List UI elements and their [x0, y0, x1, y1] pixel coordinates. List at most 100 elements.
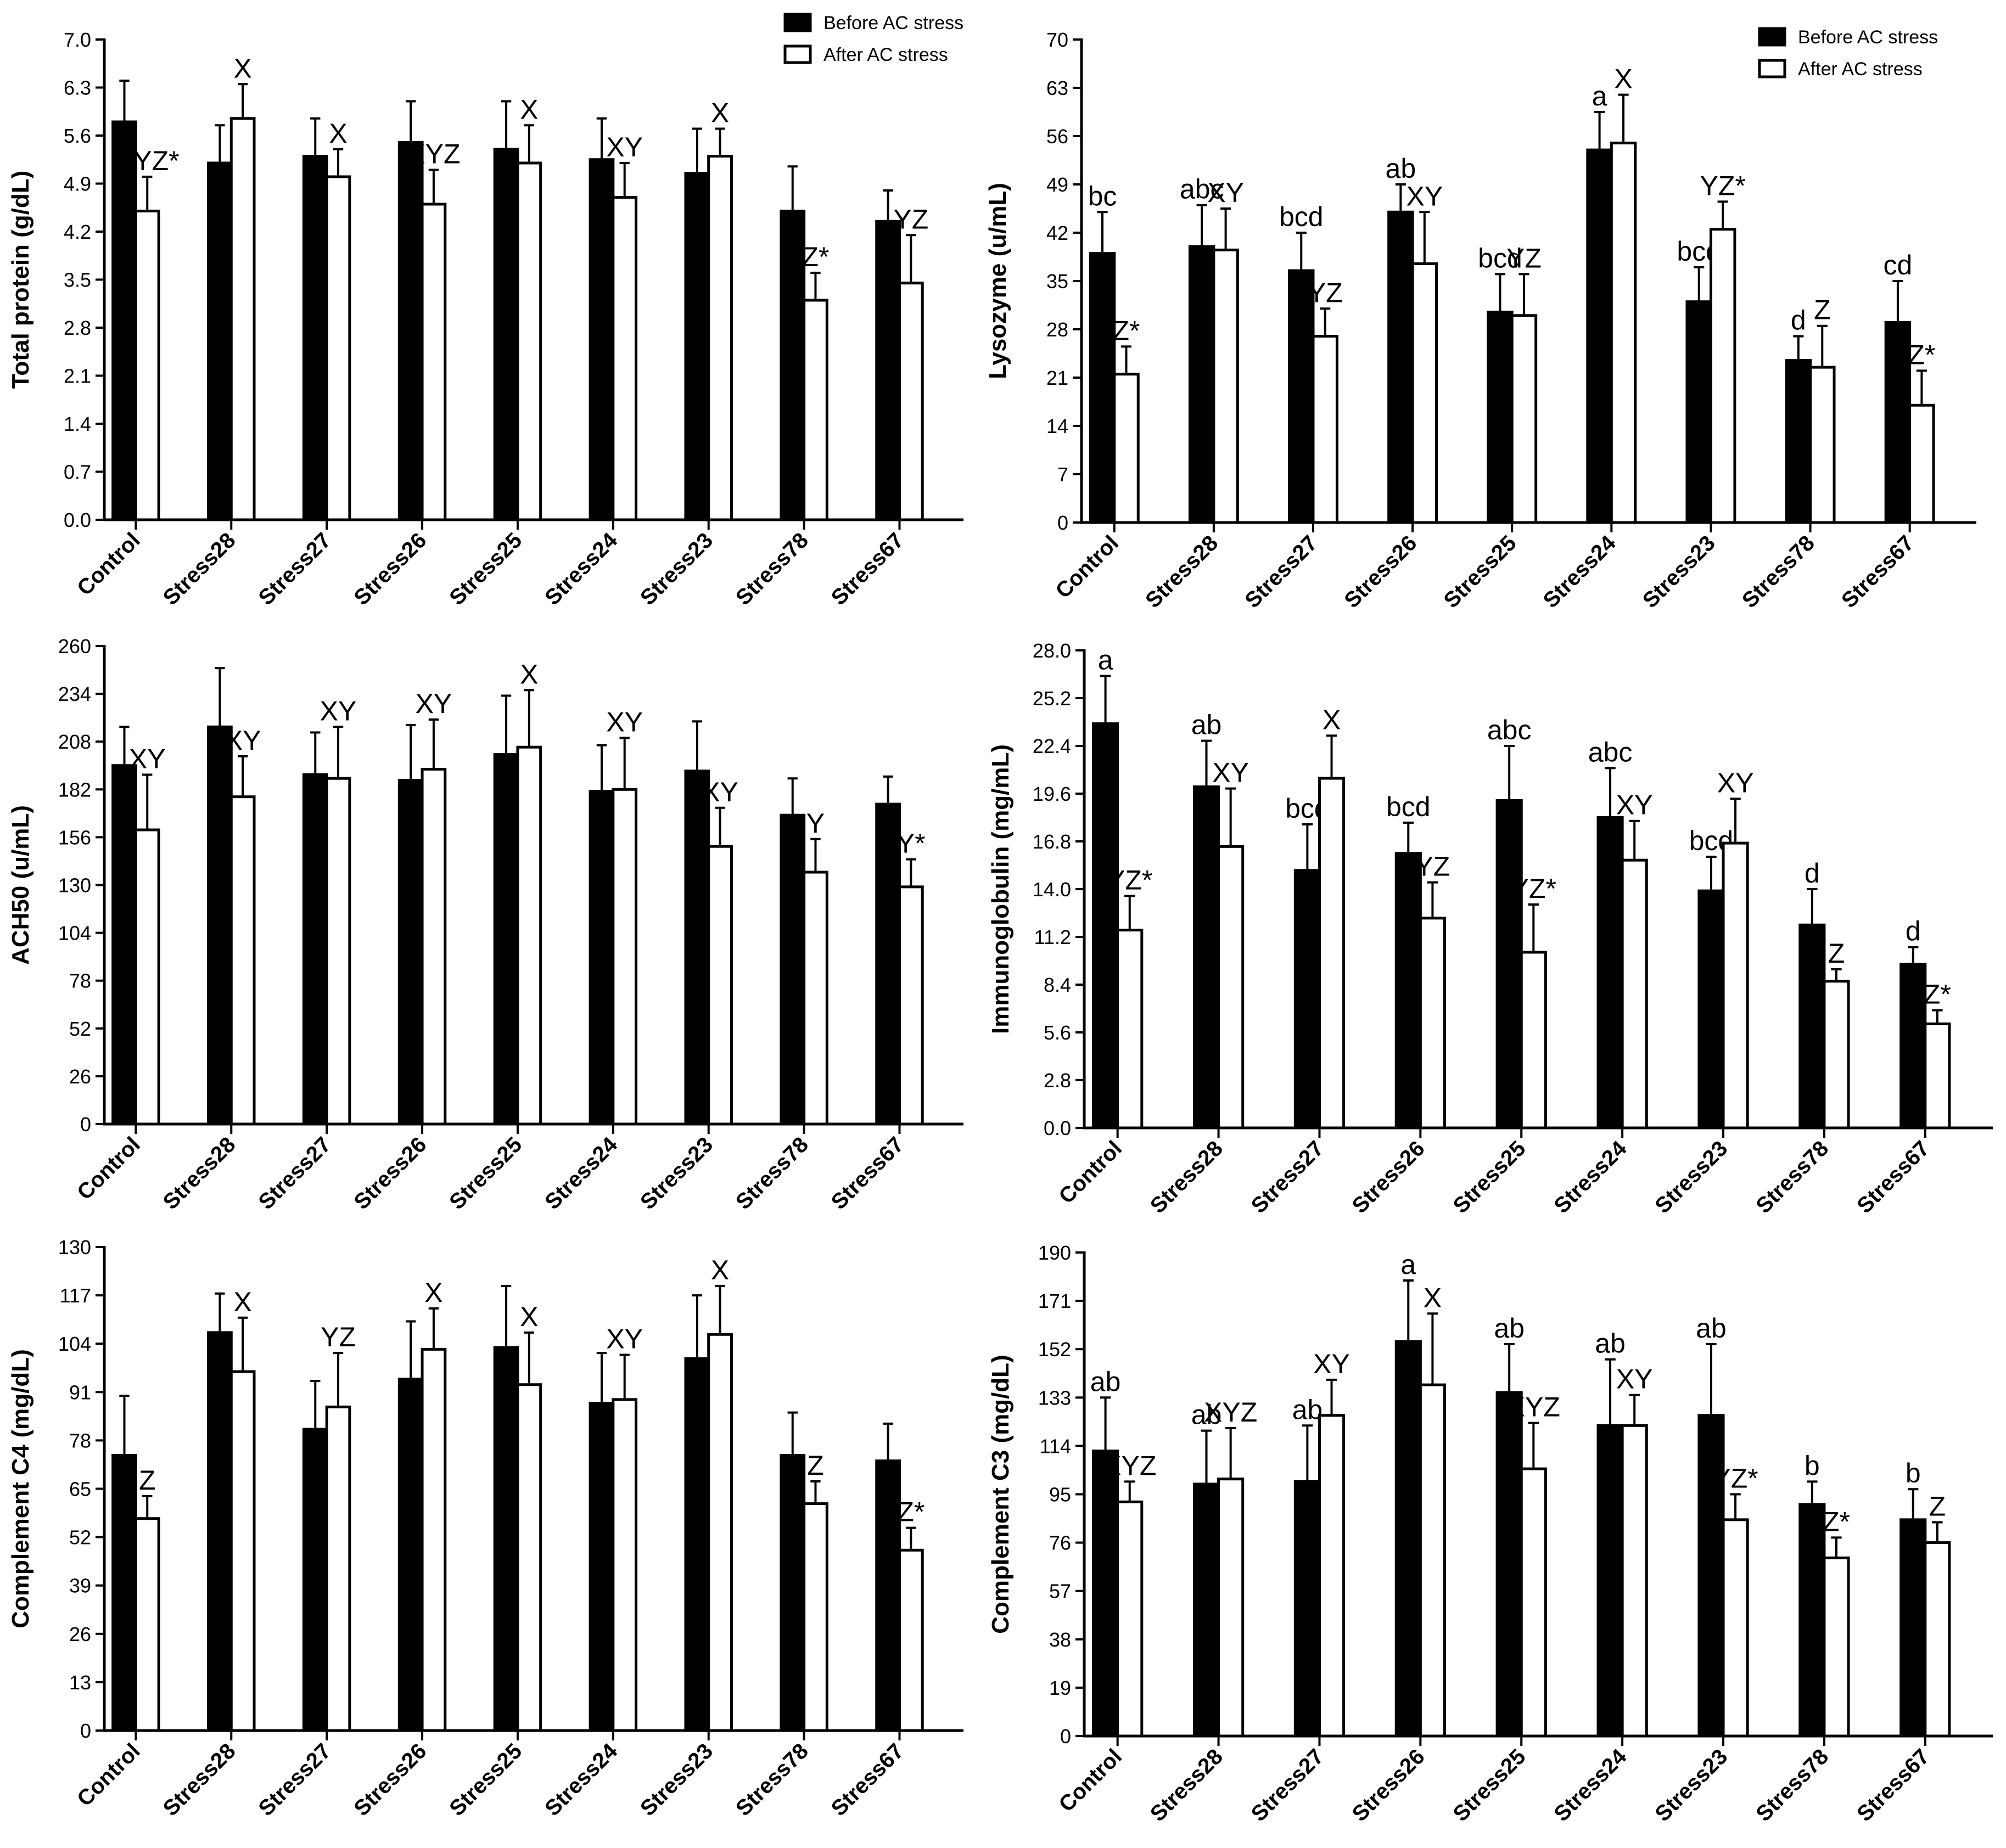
significance-label: XY — [225, 725, 261, 756]
bar-before-stress25 — [1495, 799, 1523, 1130]
bar-before-stress28 — [207, 725, 233, 1126]
significance-label: X — [520, 659, 538, 689]
y-tick-label: 182 — [58, 778, 91, 801]
x-tick-label: Stress67 — [1852, 1136, 1934, 1218]
x-tick-label: Stress23 — [1650, 1136, 1732, 1218]
bar-before-control — [111, 764, 137, 1126]
y-tick-label: 234 — [58, 683, 91, 705]
bar-before-stress23 — [684, 1357, 710, 1732]
bar-after-stress27 — [325, 777, 351, 1126]
bar-after-stress28 — [229, 117, 256, 521]
y-tick-label: 130 — [58, 1236, 91, 1259]
y-tick-label: 3.5 — [64, 269, 91, 291]
y-axis-title: Complement C4 (mg/dL) — [7, 1349, 34, 1628]
significance-label: XY — [416, 688, 452, 719]
x-tick-label: Stress27 — [254, 1132, 335, 1214]
chart-ach50: 0 26 52 78 104 130 156 182 208 234 260 ACH50 (u/mL)… — [7, 635, 963, 1214]
x-tick-label: Stress25 — [1449, 1136, 1531, 1218]
bar-before-stress26 — [397, 141, 424, 521]
legend-label-before: Before AC stress — [823, 13, 963, 33]
significance-label: Z* — [897, 1497, 924, 1527]
bar-before-stress24 — [589, 1402, 615, 1732]
legend-label-after: After AC stress — [823, 44, 948, 65]
x-tick-label: Stress23 — [636, 1132, 718, 1214]
bar-before-stress67 — [875, 1459, 901, 1732]
bar-after-stress28 — [1217, 845, 1245, 1130]
bar-before-stress28 — [1192, 1482, 1220, 1738]
bar-after-stress24 — [612, 788, 638, 1126]
bar-after-stress67 — [1908, 403, 1935, 524]
x-tick-label: Stress26 — [349, 528, 431, 610]
bar-after-stress25 — [516, 1383, 542, 1732]
significance-label: X — [1614, 64, 1632, 94]
bar-before-stress24 — [589, 790, 615, 1126]
bar-after-stress24 — [612, 1398, 638, 1732]
y-tick-label: 2.1 — [64, 365, 91, 387]
bar-before-stress27 — [302, 1428, 328, 1732]
x-tick-label: Stress23 — [1650, 1744, 1732, 1826]
y-tick-label: 25.2 — [1033, 687, 1071, 710]
y-tick-label: 52 — [69, 1018, 91, 1040]
bar-after-stress28 — [229, 795, 256, 1126]
significance-label: YZ — [1506, 243, 1542, 273]
bar-after-stress78 — [803, 1502, 828, 1732]
bar-after-stress25 — [1520, 951, 1547, 1130]
significance-label: XY — [606, 132, 643, 162]
significance-label: XY — [1207, 177, 1244, 208]
bar-before-stress67 — [875, 802, 901, 1126]
significance-label: Z — [1814, 295, 1831, 325]
bar-after-stress78 — [803, 870, 828, 1126]
bar-before-control — [111, 1454, 137, 1732]
bar-after-stress26 — [421, 1347, 447, 1732]
chart-immunoglobulin: 0.0 2.8 5.6 8.4 11.2 14.0 16.8 19.6 22.4 25.2 28.0… — [987, 639, 1993, 1218]
significance-label: Z — [1828, 938, 1845, 969]
bar-after-stress27 — [325, 175, 351, 521]
bar-after-stress67 — [898, 282, 924, 521]
y-tick-label: 117 — [60, 1284, 91, 1307]
y-tick-label: 260 — [58, 635, 91, 658]
bar-before-stress23 — [1697, 1414, 1725, 1738]
bar-after-stress26 — [1419, 1383, 1446, 1738]
x-tick-label: Stress78 — [731, 528, 813, 610]
x-tick-label: Control — [1051, 531, 1123, 603]
x-tick-label: Stress78 — [1751, 1744, 1833, 1826]
bar-before-stress78 — [780, 813, 806, 1126]
significance-label: ab — [1292, 1394, 1323, 1425]
significance-label: YZ* — [1107, 864, 1152, 895]
bar-before-stress28 — [207, 161, 233, 521]
bar-after-stress23 — [1722, 1518, 1749, 1738]
significance-label: bcd — [1386, 791, 1431, 822]
y-tick-label: 57 — [1049, 1580, 1071, 1603]
significance-label: X — [329, 118, 347, 149]
bar-after-stress78 — [803, 299, 828, 521]
bar-before-stress25 — [493, 753, 519, 1126]
significance-label: YZ — [1308, 277, 1343, 308]
legend-swatch-after — [1758, 59, 1786, 78]
x-tick-label: Stress28 — [1141, 531, 1223, 613]
significance-label: Y — [806, 808, 825, 839]
significance-label: YZ* — [1712, 1463, 1758, 1494]
y-tick-label: 0 — [80, 1720, 91, 1742]
x-tick-label: Stress28 — [159, 1132, 240, 1214]
y-tick-label: 28.0 — [1033, 639, 1071, 662]
y-tick-label: 0 — [1060, 1725, 1071, 1748]
chart-lysozyme: 0 7 14 21 28 35 42 49 56 63 70 Lysozyme (u/mL) bc Z* C… — [984, 27, 1976, 613]
chart-total-protein: 0.0 0.7 1.4 2.1 2.8 3.5 4.2 4.9 5.6 6.3 7.0 Total p… — [7, 13, 963, 610]
significance-label: Y* — [896, 828, 926, 859]
bar-before-stress78 — [1785, 359, 1812, 524]
significance-label: X — [233, 53, 251, 83]
y-tick-label: 156 — [58, 826, 91, 849]
y-tick-label: 7 — [1057, 463, 1068, 486]
bar-before-stress78 — [1798, 1503, 1826, 1738]
x-tick-label: Control — [72, 1739, 145, 1811]
y-tick-label: 91 — [69, 1381, 91, 1403]
x-tick-label: Stress26 — [1340, 531, 1421, 613]
bar-after-stress78 — [1823, 980, 1850, 1130]
y-tick-label: 26 — [69, 1065, 91, 1088]
bar-before-stress23 — [684, 172, 710, 521]
bar-after-stress25 — [516, 161, 542, 521]
y-tick-label: 39 — [69, 1575, 91, 1597]
bar-before-stress78 — [780, 1454, 806, 1732]
significance-label: Z* — [1113, 315, 1140, 346]
